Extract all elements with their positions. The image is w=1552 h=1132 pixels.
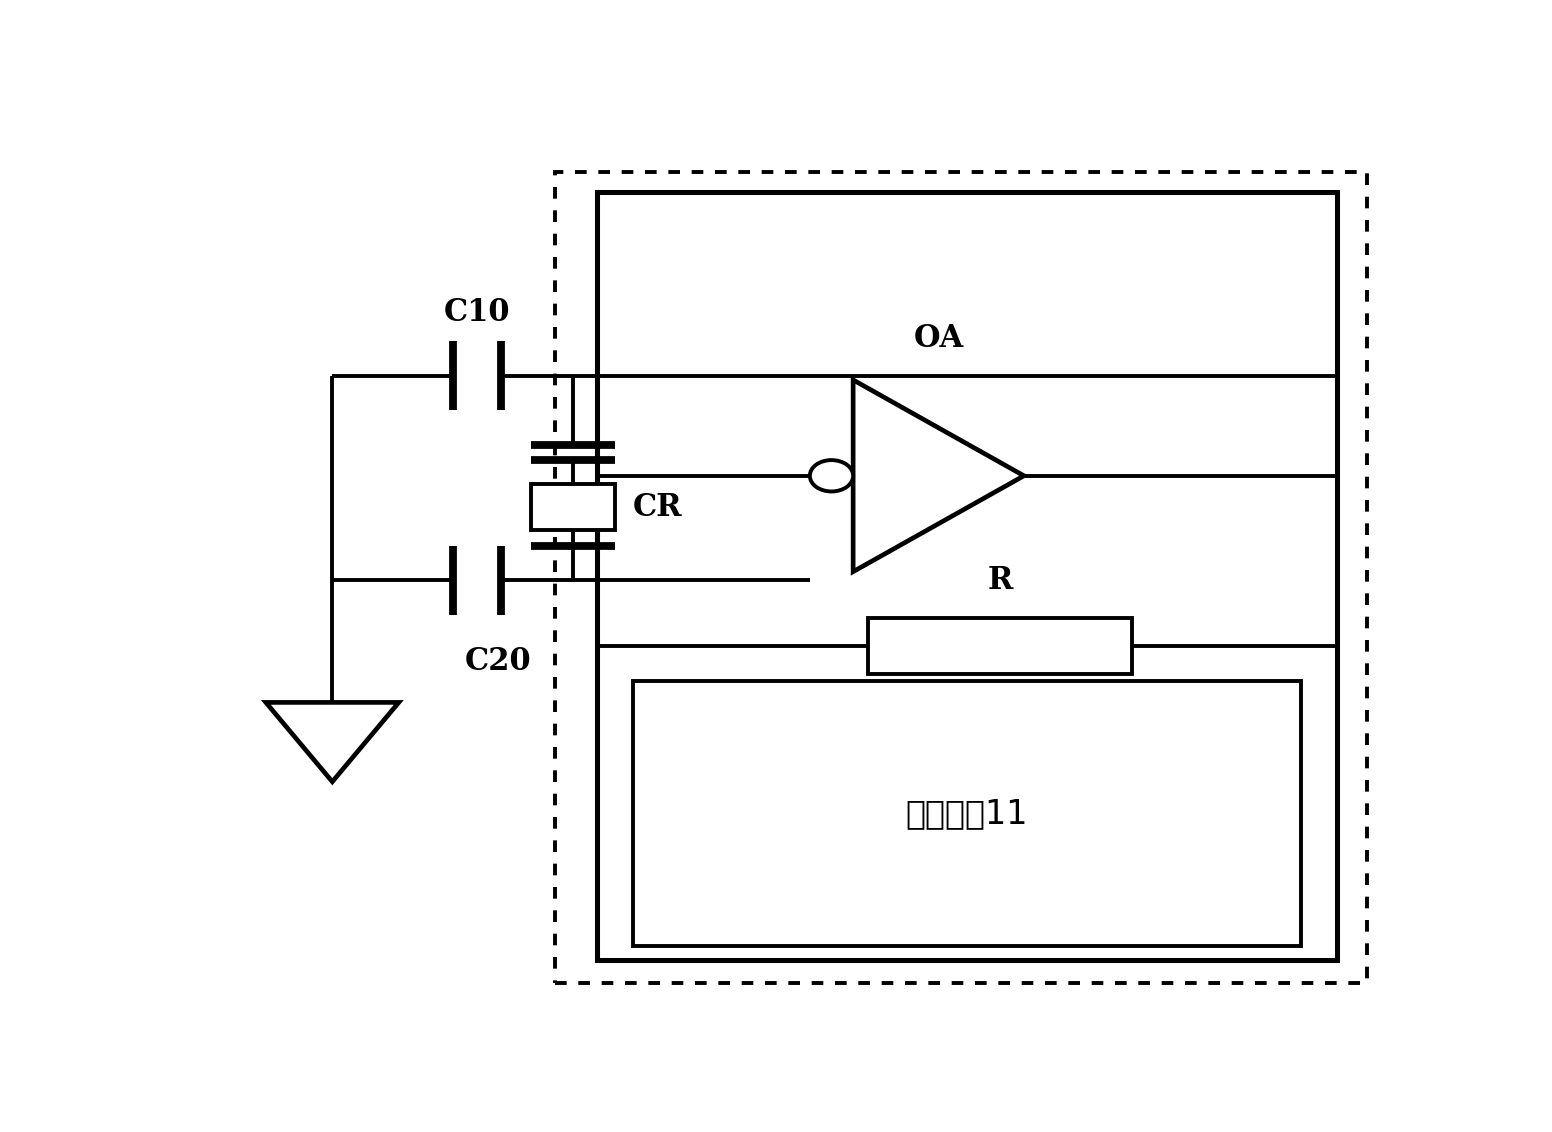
Text: OA: OA bbox=[914, 323, 964, 353]
Bar bbox=[868, 618, 1131, 674]
Polygon shape bbox=[265, 702, 399, 782]
Bar bbox=[554, 172, 1367, 983]
Text: CR: CR bbox=[633, 491, 683, 523]
Bar bbox=[531, 484, 615, 530]
Circle shape bbox=[810, 460, 854, 491]
Text: R: R bbox=[987, 565, 1012, 597]
Bar bbox=[598, 192, 1336, 960]
Text: C10: C10 bbox=[444, 297, 511, 327]
Polygon shape bbox=[854, 380, 1024, 572]
Text: C20: C20 bbox=[464, 645, 531, 677]
Bar bbox=[633, 680, 1301, 946]
Text: 内部电路11: 内部电路11 bbox=[905, 797, 1027, 830]
